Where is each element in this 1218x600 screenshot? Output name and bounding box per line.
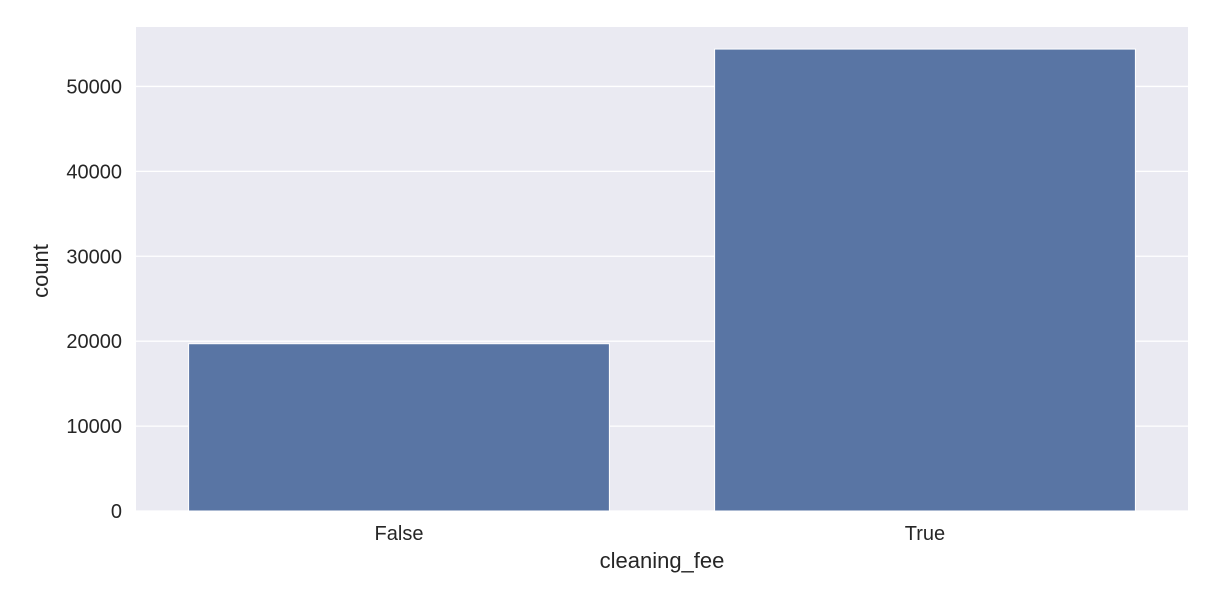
x-axis-label: cleaning_fee: [600, 548, 725, 573]
bar-true: [714, 48, 1136, 512]
x-tick-labels: False True: [375, 523, 946, 545]
y-axis-label: count: [28, 244, 53, 298]
bars: [188, 48, 1136, 512]
y-tick-label: 10000: [66, 416, 122, 438]
x-tick-label: False: [375, 523, 424, 545]
y-tick-label: 20000: [66, 331, 122, 353]
x-tick-label: True: [905, 523, 945, 545]
y-tick-labels: 0 10000 20000 30000 40000 50000: [66, 76, 122, 523]
y-tick-label: 50000: [66, 76, 122, 98]
y-tick-label: 40000: [66, 161, 122, 183]
y-tick-label: 0: [111, 501, 122, 523]
y-tick-label: 30000: [66, 246, 122, 268]
bar-false: [188, 343, 610, 512]
